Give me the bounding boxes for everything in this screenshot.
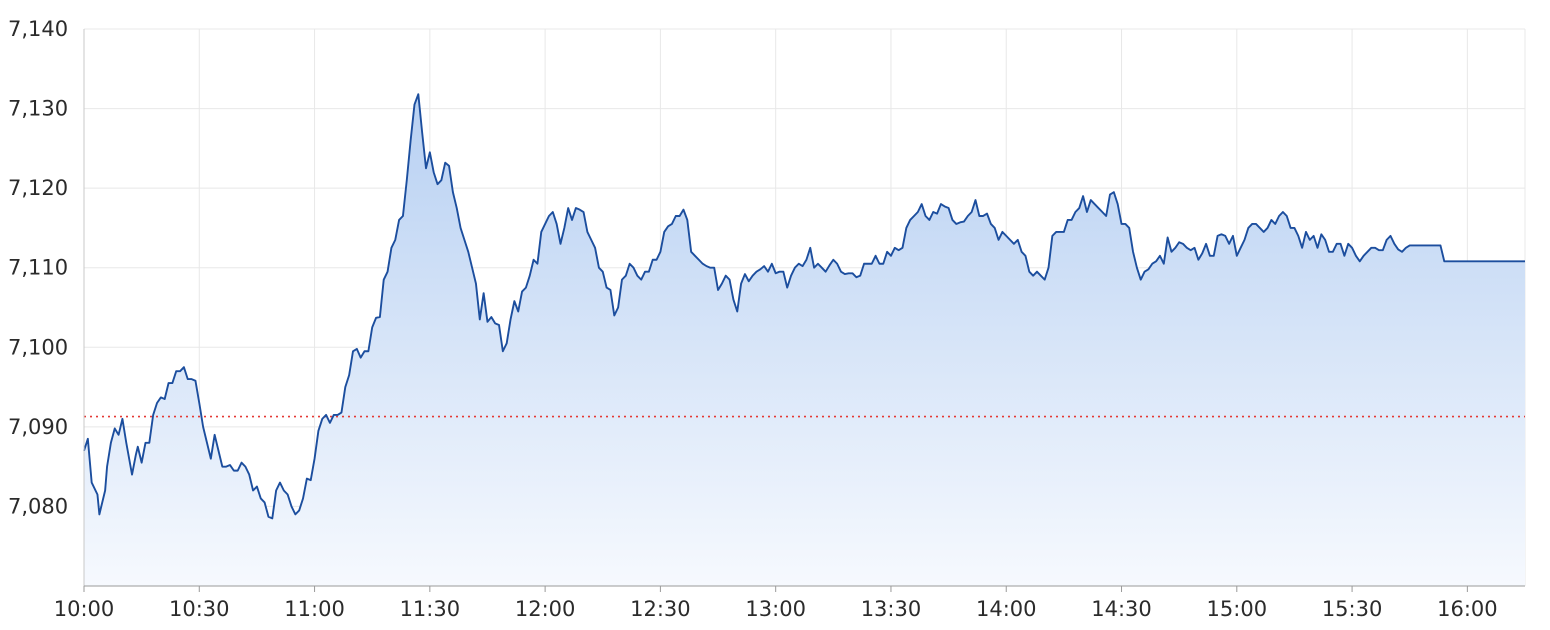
y-tick-label: 7,120 xyxy=(8,176,68,200)
x-tick-label: 12:30 xyxy=(630,597,691,621)
price-area-fill xyxy=(84,94,1525,586)
y-tick-label: 7,140 xyxy=(8,17,68,41)
x-tick-label: 11:00 xyxy=(284,597,345,621)
y-tick-label: 7,110 xyxy=(8,256,68,280)
x-tick-label: 14:30 xyxy=(1091,597,1152,621)
y-tick-label: 7,130 xyxy=(8,97,68,121)
x-tick-label: 12:00 xyxy=(515,597,576,621)
x-tick-label: 10:00 xyxy=(54,597,115,621)
x-tick-label: 13:30 xyxy=(861,597,922,621)
x-tick-label: 16:00 xyxy=(1437,597,1498,621)
x-tick-label: 15:00 xyxy=(1207,597,1268,621)
axes xyxy=(83,29,1525,592)
y-tick-label: 7,080 xyxy=(8,494,68,518)
x-tick-label: 13:00 xyxy=(745,597,806,621)
x-tick-label: 14:00 xyxy=(976,597,1037,621)
y-tick-label: 7,090 xyxy=(8,415,68,439)
x-tick-label: 15:30 xyxy=(1322,597,1383,621)
x-tick-label: 10:30 xyxy=(169,597,230,621)
tick-labels: 7,080 7,090 7,100 7,110 7,120 7,130 7,140 10:00… xyxy=(8,17,1498,621)
y-tick-label: 7,100 xyxy=(8,335,68,359)
x-tick-label: 11:30 xyxy=(400,597,461,621)
price-series-line xyxy=(83,93,1525,520)
